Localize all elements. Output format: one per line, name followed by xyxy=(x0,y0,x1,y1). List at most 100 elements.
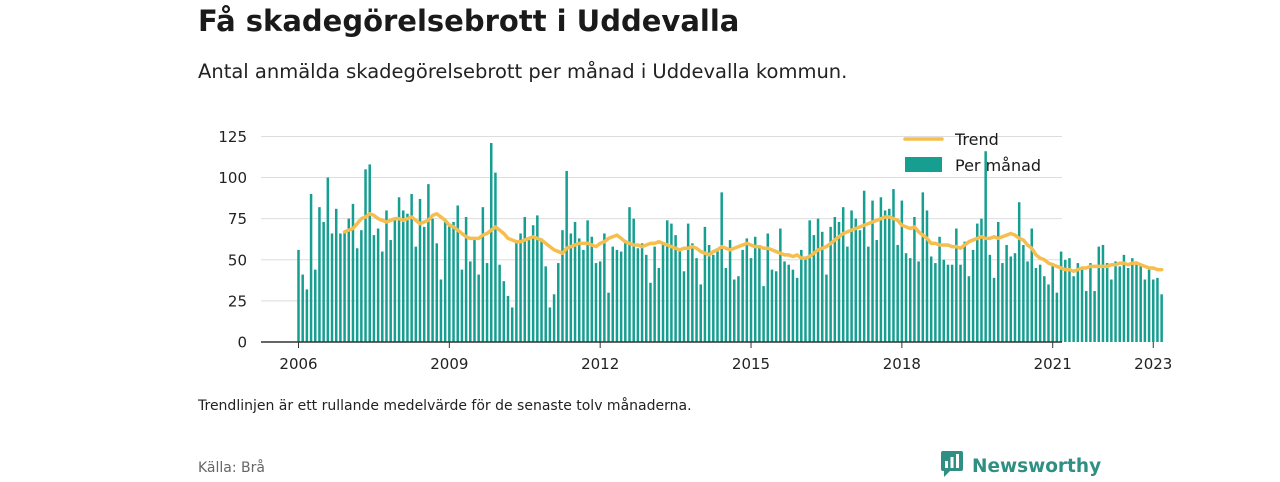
bar xyxy=(611,246,614,342)
bar xyxy=(598,261,602,342)
bar xyxy=(712,254,715,342)
bar xyxy=(753,236,757,342)
y-axis-ticks: 0 25 50 75 100 125 xyxy=(218,128,247,352)
bar xyxy=(682,271,686,342)
bar xyxy=(1118,266,1121,342)
legend-bar-label: Per månad xyxy=(955,156,1041,175)
bar xyxy=(443,220,447,342)
bar xyxy=(703,226,707,342)
bar xyxy=(448,223,451,342)
bar xyxy=(678,249,682,342)
bar xyxy=(737,276,740,342)
bar xyxy=(971,249,975,342)
x-tick-label: 2015 xyxy=(732,355,770,373)
bar xyxy=(339,233,342,342)
bar xyxy=(1131,258,1134,342)
bar xyxy=(955,228,958,342)
bar xyxy=(1072,276,1075,342)
bar xyxy=(816,218,820,342)
bar xyxy=(452,221,455,342)
bar xyxy=(774,271,778,342)
bar xyxy=(645,254,648,342)
legend-trend-label: Trend xyxy=(954,130,999,149)
bar xyxy=(1001,263,1004,342)
bar xyxy=(615,249,619,342)
bar xyxy=(1135,261,1138,342)
bar xyxy=(691,243,694,342)
bar xyxy=(1147,269,1151,342)
x-axis-ticks: 2006 2009 2012 2015 2018 2021 2023 xyxy=(279,342,1172,373)
bar xyxy=(297,249,300,342)
bar xyxy=(414,246,418,342)
bar xyxy=(741,249,744,342)
bar xyxy=(314,269,317,342)
bar xyxy=(716,248,719,342)
bar xyxy=(724,268,728,342)
bar xyxy=(368,164,371,342)
bar xyxy=(531,225,535,342)
bar xyxy=(1139,264,1142,342)
bar xyxy=(858,230,862,342)
bar xyxy=(540,238,543,342)
bar xyxy=(582,249,585,342)
bar xyxy=(963,241,966,342)
bar xyxy=(875,240,878,342)
bar xyxy=(1093,291,1096,342)
bar xyxy=(812,235,816,342)
bar xyxy=(485,263,489,342)
bar xyxy=(326,177,330,342)
bar xyxy=(1160,294,1163,342)
bar xyxy=(800,249,803,342)
bar xyxy=(976,223,979,342)
bar xyxy=(435,243,439,342)
bar xyxy=(959,264,962,342)
bar xyxy=(464,217,468,342)
bar xyxy=(791,269,795,342)
x-tick-label: 2012 xyxy=(581,355,619,373)
bar xyxy=(649,282,652,342)
bar xyxy=(573,221,577,342)
bar xyxy=(586,220,589,342)
bar xyxy=(523,217,527,342)
bar xyxy=(946,264,950,342)
bar xyxy=(996,221,1000,342)
bar xyxy=(431,218,434,342)
bar xyxy=(1017,202,1021,342)
bar xyxy=(825,274,828,342)
bar xyxy=(1051,263,1054,342)
bar xyxy=(1064,259,1067,342)
bar xyxy=(821,231,824,342)
bar xyxy=(460,269,464,342)
bar xyxy=(699,284,702,342)
bar xyxy=(657,268,661,342)
bar xyxy=(749,258,753,342)
brand-name: Newsworthy xyxy=(972,455,1102,477)
bar xyxy=(1043,276,1046,342)
bar xyxy=(410,194,413,342)
bar xyxy=(527,240,531,342)
bar xyxy=(837,221,841,342)
bar xyxy=(330,233,334,342)
bar xyxy=(1047,284,1050,342)
bar xyxy=(318,207,321,342)
bar xyxy=(322,221,325,342)
bars xyxy=(297,143,1163,342)
bar xyxy=(938,236,941,342)
bar xyxy=(548,307,552,342)
y-tick-label: 100 xyxy=(218,169,247,187)
bar xyxy=(577,238,581,342)
x-tick-label: 2006 xyxy=(279,355,317,373)
bar xyxy=(477,274,480,342)
bar xyxy=(808,220,811,342)
bar xyxy=(427,184,430,342)
bar xyxy=(925,210,929,342)
bar xyxy=(640,243,644,342)
chart-note: Trendlinjen är ett rullande medelvärde f… xyxy=(198,398,692,414)
bar xyxy=(871,200,874,342)
bar xyxy=(628,207,631,342)
bar xyxy=(934,263,937,342)
bar xyxy=(557,263,560,342)
bar xyxy=(389,240,392,342)
bar xyxy=(879,197,883,342)
